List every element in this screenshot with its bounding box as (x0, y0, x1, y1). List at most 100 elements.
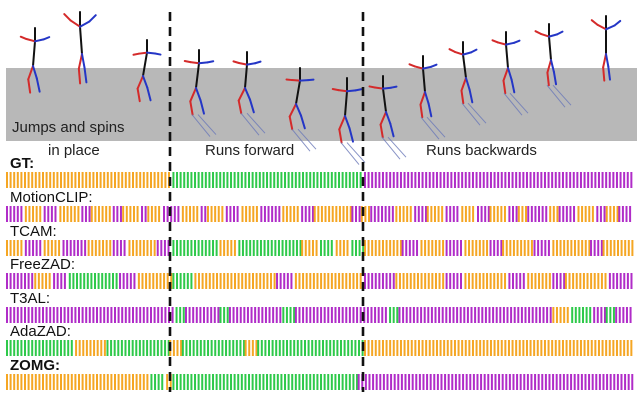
frame-tick (153, 340, 155, 356)
frame-tick (160, 240, 162, 256)
frame-tick (154, 374, 156, 390)
frame-tick (617, 206, 619, 222)
frame-tick (287, 273, 289, 289)
frame-tick (230, 172, 232, 188)
frame-tick (340, 340, 342, 356)
timeline-segment-run-backward (351, 206, 360, 222)
frame-tick (453, 206, 455, 222)
frame-tick (400, 340, 402, 356)
timeline-segment-jump (75, 340, 106, 356)
frame-tick (110, 340, 112, 356)
frame-tick (401, 374, 403, 390)
frame-tick (241, 374, 243, 390)
frame-tick (342, 273, 344, 289)
frame-tick (327, 240, 329, 256)
frame-tick (102, 206, 104, 222)
frame-tick (17, 240, 19, 256)
frame-tick (154, 240, 156, 256)
frame-tick (449, 206, 451, 222)
frame-tick (594, 340, 596, 356)
frame-tick (264, 240, 266, 256)
frame-tick (308, 240, 310, 256)
timeline-segment-jump (565, 273, 607, 289)
frame-tick (297, 340, 299, 356)
frame-tick (96, 374, 98, 390)
limb (356, 89, 362, 90)
frame-tick (352, 172, 354, 188)
frame-tick (89, 206, 91, 222)
frame-tick (435, 240, 437, 256)
frame-tick (360, 307, 362, 323)
frame-tick (193, 340, 195, 356)
frame-tick (308, 206, 310, 222)
frame-tick (385, 307, 387, 323)
frame-tick (59, 206, 61, 222)
frame-tick (548, 240, 550, 256)
frame-tick (522, 172, 524, 188)
frame-tick (381, 206, 383, 222)
timeline-segment-jump (282, 206, 298, 222)
frame-tick (82, 374, 84, 390)
frame-tick (627, 172, 629, 188)
frame-tick (579, 273, 581, 289)
limb (35, 39, 44, 41)
frame-tick (396, 240, 398, 256)
timeline-segment-run-backward (6, 273, 33, 289)
method-label-gt: GT: (10, 156, 34, 171)
frame-tick (477, 206, 479, 222)
frame-tick (456, 307, 458, 323)
timeline-segment-run-forward (172, 240, 217, 256)
frame-tick (320, 273, 322, 289)
frame-tick (67, 172, 69, 188)
frame-tick (490, 172, 492, 188)
frame-tick (34, 273, 36, 289)
frame-tick (92, 172, 94, 188)
frame-tick (430, 206, 432, 222)
frame-tick (448, 374, 450, 390)
frame-tick (422, 172, 424, 188)
frame-tick (256, 240, 258, 256)
frame-tick (47, 240, 49, 256)
frame-tick (46, 340, 48, 356)
frame-tick (509, 374, 511, 390)
frame-tick (264, 206, 266, 222)
frame-tick (597, 307, 599, 323)
frame-tick (100, 340, 102, 356)
frame-tick (104, 340, 106, 356)
timeline-segment-run-backward (301, 206, 314, 222)
frame-tick (53, 340, 55, 356)
limb (234, 61, 239, 63)
frame-tick (500, 240, 502, 256)
frame-tick (481, 206, 483, 222)
frame-tick (494, 374, 496, 390)
frame-tick (327, 307, 329, 323)
frame-tick (139, 240, 141, 256)
frame-tick (475, 273, 477, 289)
timeline-segment-run-forward (172, 374, 358, 390)
frame-tick (538, 374, 540, 390)
frame-tick (548, 172, 550, 188)
frame-tick (327, 374, 329, 390)
frame-tick (253, 240, 255, 256)
frame-tick (80, 273, 82, 289)
frame-tick (279, 307, 281, 323)
timeline-row-zomg (6, 374, 633, 390)
frame-tick (174, 206, 176, 222)
frame-tick (89, 340, 91, 356)
frame-tick (316, 273, 318, 289)
frame-tick (38, 340, 40, 356)
frame-tick (179, 307, 181, 323)
frame-tick (304, 340, 306, 356)
frame-tick (585, 206, 587, 222)
frame-tick (449, 307, 451, 323)
timeline-segment-jump (44, 240, 60, 256)
frame-tick (531, 206, 533, 222)
frame-tick (413, 307, 415, 323)
frame-tick (329, 340, 331, 356)
frame-tick (229, 340, 231, 356)
frame-tick (302, 172, 304, 188)
frame-tick (217, 307, 219, 323)
frame-tick (566, 172, 568, 188)
frame-tick (430, 374, 432, 390)
frame-tick (241, 273, 243, 289)
